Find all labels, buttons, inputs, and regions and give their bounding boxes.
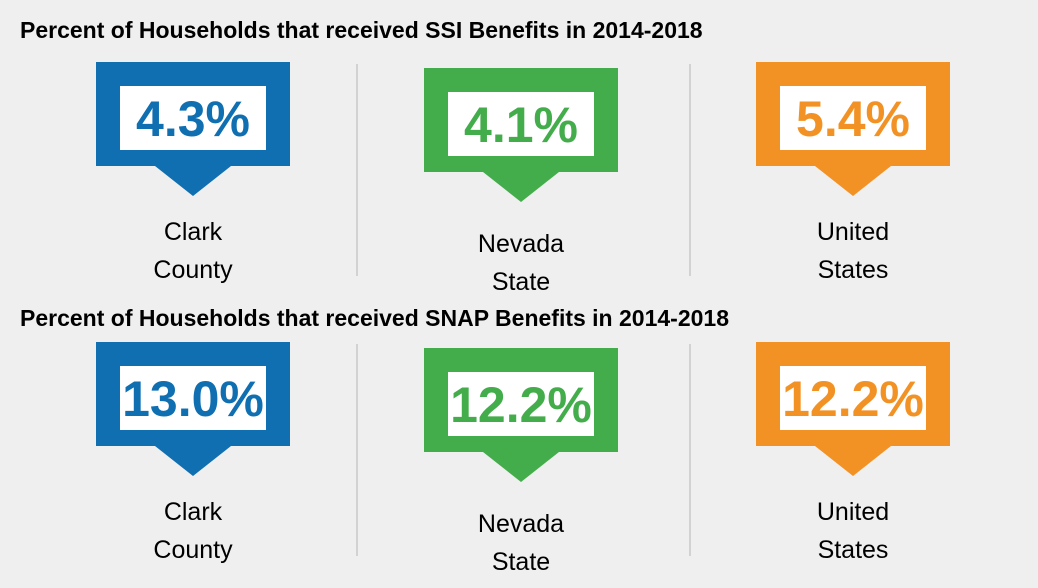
label: Clark (164, 498, 223, 526)
value: 13.0% (122, 371, 264, 427)
value: 4.1% (464, 97, 578, 153)
section-title: Percent of Households that received SSI … (20, 17, 703, 43)
label: States (818, 536, 889, 564)
section-title: Percent of Households that received SNAP… (20, 305, 729, 331)
badge-inner (120, 86, 266, 150)
value: 5.4% (796, 91, 910, 147)
label: Nevada (478, 510, 564, 538)
badge-inner (448, 372, 594, 436)
label: State (492, 548, 550, 576)
label: State (492, 268, 550, 296)
value: 12.2% (782, 371, 924, 427)
badge-inner (780, 366, 926, 430)
label: Clark (164, 218, 223, 246)
label: United (817, 218, 889, 246)
badge-inner (448, 92, 594, 156)
label: County (153, 536, 233, 564)
badge-inner (780, 86, 926, 150)
value: 12.2% (450, 377, 592, 433)
badge-inner (120, 366, 266, 430)
label: Nevada (478, 230, 564, 258)
label: United (817, 498, 889, 526)
label: County (153, 256, 233, 284)
value: 4.3% (136, 91, 250, 147)
label: States (818, 256, 889, 284)
